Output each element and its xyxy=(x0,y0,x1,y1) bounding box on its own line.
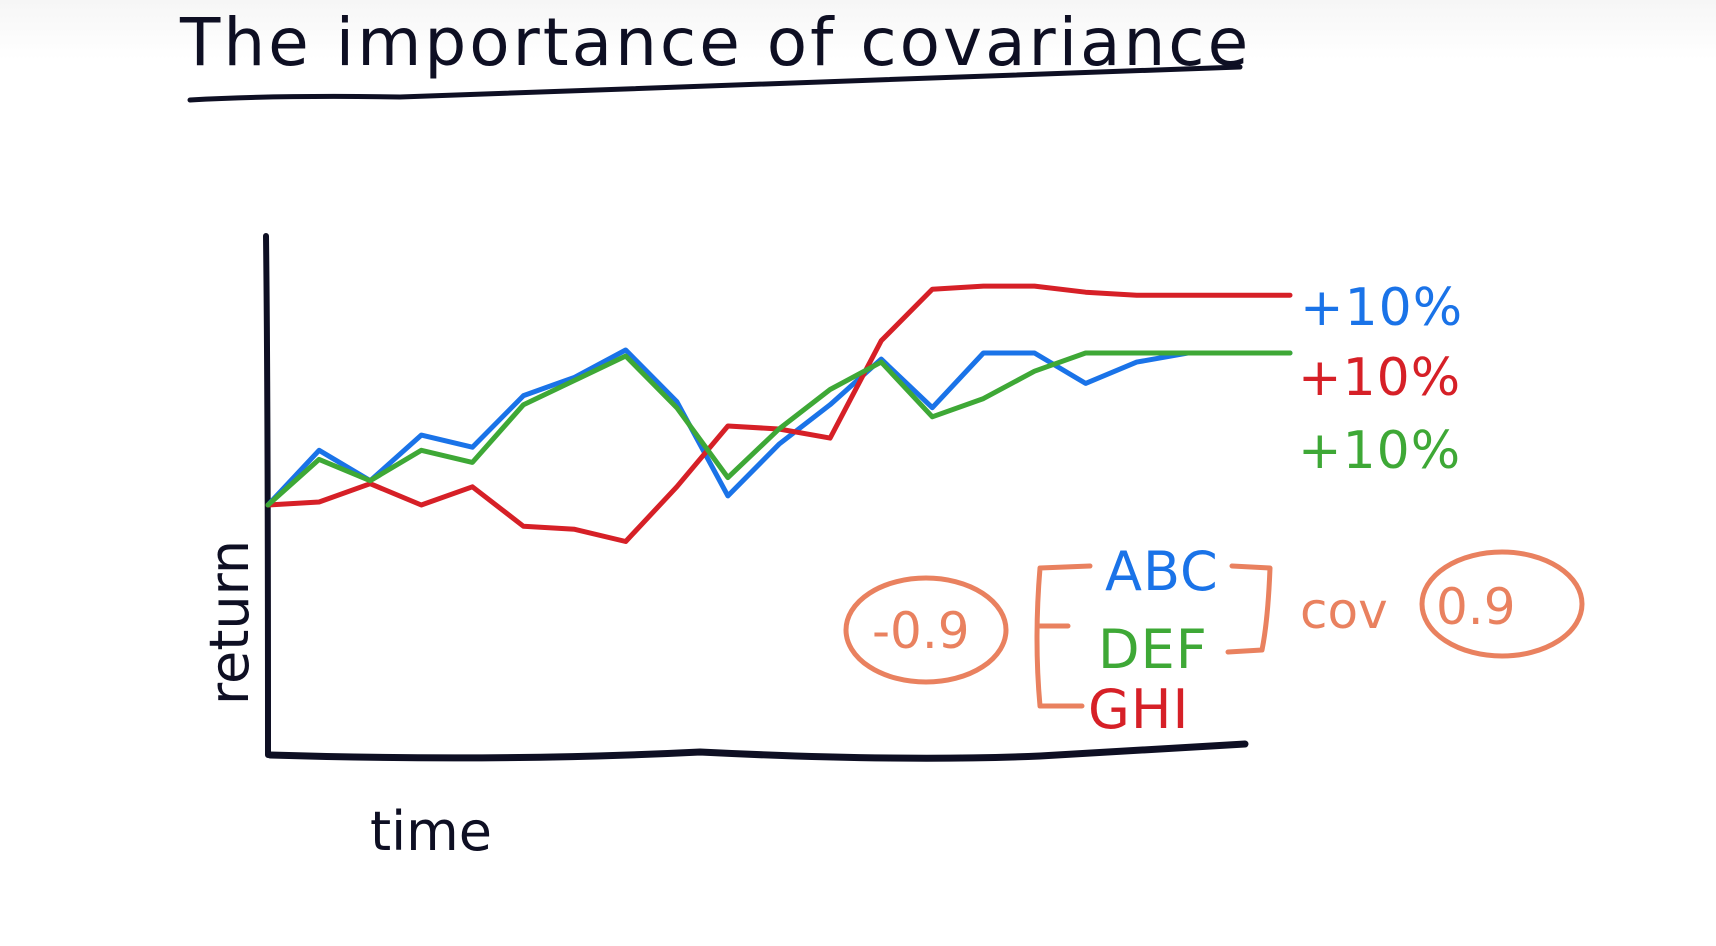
end-label-abc: +10% xyxy=(1300,278,1463,338)
y-axis-label: return xyxy=(198,540,261,705)
series-line-ghi xyxy=(265,283,1293,544)
series-line-abc xyxy=(265,347,1293,508)
right-bracket xyxy=(1225,563,1273,655)
title-underline xyxy=(187,64,1243,103)
x-axis-label: time xyxy=(370,800,492,863)
end-label-ghi: +10% xyxy=(1298,348,1461,408)
stock-label-ghi: GHI xyxy=(1088,678,1189,741)
chart-title: The importance of covariance xyxy=(179,4,1251,81)
y-axis xyxy=(263,233,271,758)
stock-label-def: DEF xyxy=(1098,618,1208,681)
series-layer xyxy=(265,283,1293,544)
left-bracket xyxy=(1034,563,1093,709)
end-label-def: +10% xyxy=(1298,421,1461,481)
x-axis xyxy=(266,740,1249,762)
cov-label: cov xyxy=(1300,582,1388,640)
neg-cov-value: -0.9 xyxy=(872,602,970,660)
series-line-def xyxy=(265,350,1293,508)
neg-cov-circle xyxy=(843,575,1009,685)
stock-label-abc: ABC xyxy=(1105,540,1219,603)
pos-cov-circle xyxy=(1419,549,1585,659)
pos-cov-value: 0.9 xyxy=(1436,578,1516,636)
